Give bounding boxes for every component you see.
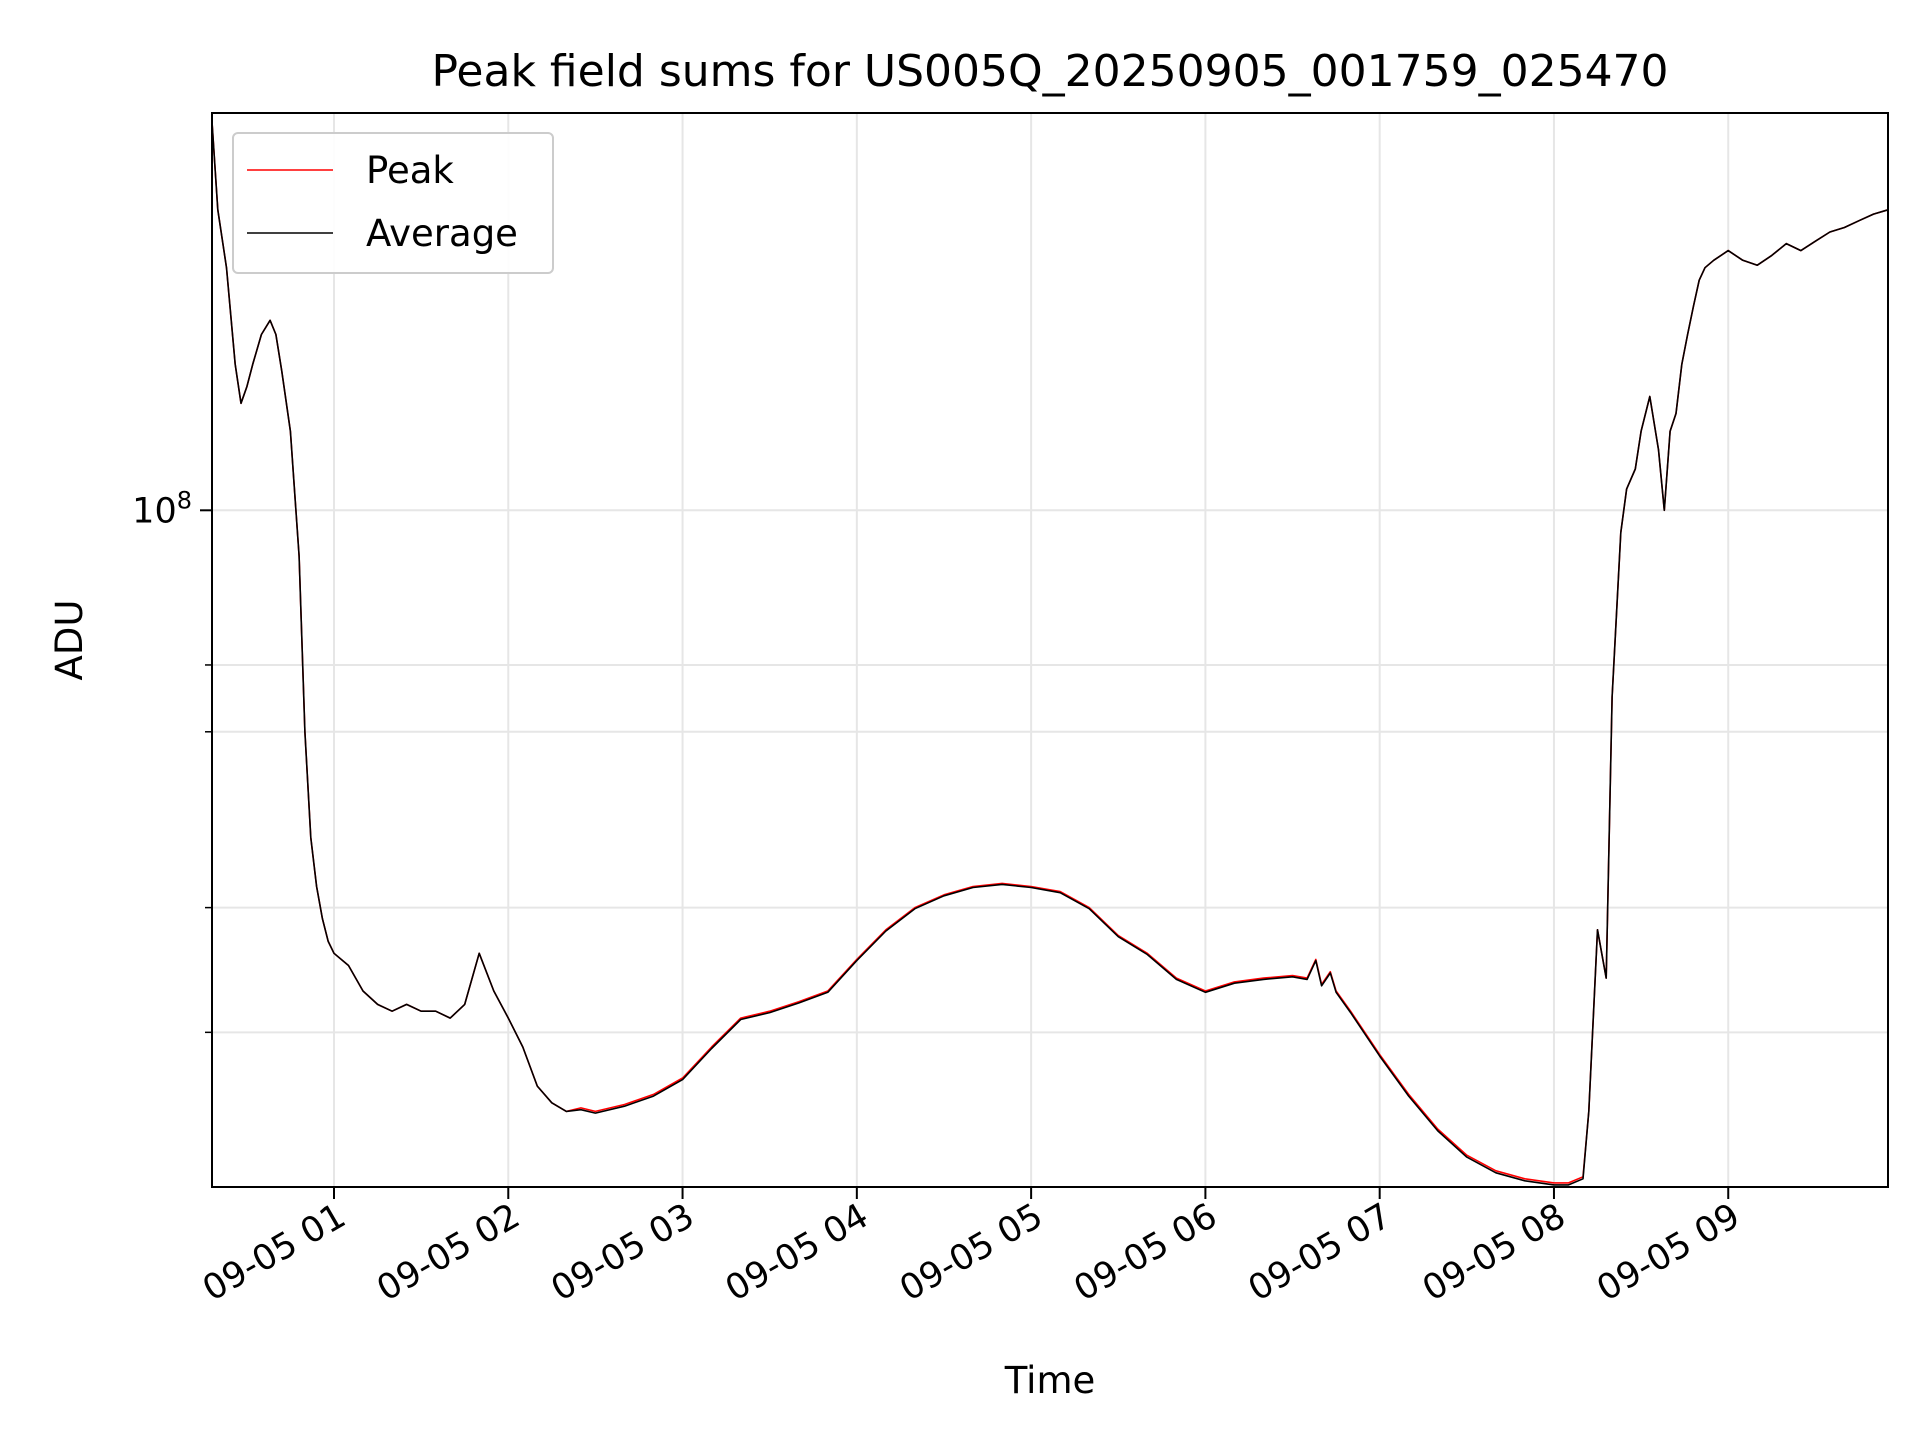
legend-label-average: Average bbox=[366, 212, 518, 255]
series-line-average bbox=[211, 121, 1889, 1186]
legend-box bbox=[232, 132, 554, 274]
legend: Peak Average bbox=[232, 132, 554, 274]
y-tick-label-exponent: 8 bbox=[177, 486, 192, 514]
plot-frame bbox=[211, 112, 1889, 1188]
x-axis-label: Time bbox=[1004, 1359, 1096, 1402]
chart-title: Peak field sums for US005Q_20250905_0017… bbox=[431, 46, 1668, 97]
series-layer bbox=[211, 121, 1889, 1186]
y-axis-label: ADU bbox=[48, 600, 91, 681]
y-tick-label-base: 10 bbox=[132, 491, 177, 531]
legend-label-peak: Peak bbox=[366, 149, 454, 192]
grid-lines bbox=[212, 113, 1888, 1187]
y-tick-label: 108 bbox=[132, 486, 192, 531]
